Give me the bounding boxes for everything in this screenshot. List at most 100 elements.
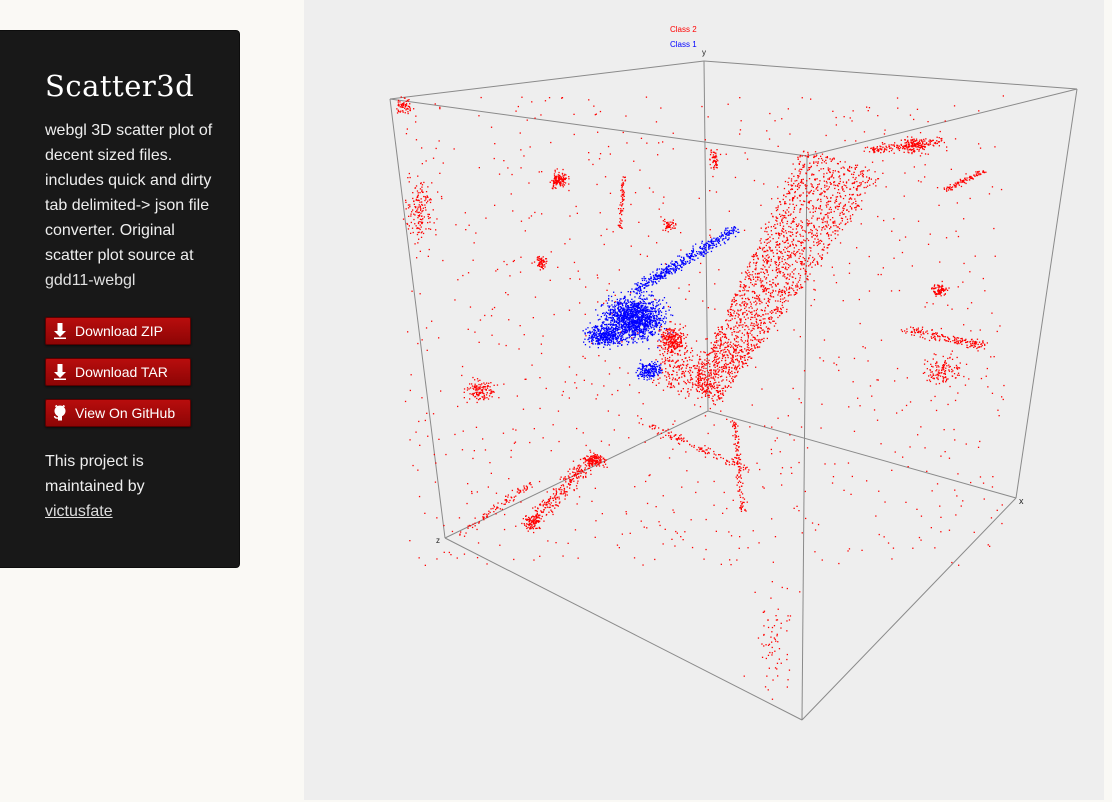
class-2-point — [809, 167, 811, 169]
class-2-point — [592, 163, 594, 166]
class-2-point — [421, 184, 424, 186]
download-tar-button[interactable]: Download TAR — [45, 358, 191, 386]
class-2-point — [425, 191, 428, 193]
class-2-point — [419, 188, 422, 190]
class-2-point — [739, 284, 742, 286]
class-2-point — [763, 337, 765, 340]
class-2-point — [817, 189, 819, 191]
class-2-point — [552, 180, 555, 182]
class-2-point — [714, 376, 717, 378]
class-2-point — [676, 438, 678, 441]
class-2-point — [556, 168, 558, 170]
class-2-point — [954, 338, 956, 341]
class-2-point — [968, 177, 970, 179]
class-2-point — [526, 527, 528, 530]
scatter-plot-canvas[interactable]: x y z Class 2 Class 1 — [304, 0, 1104, 800]
class-2-point — [801, 226, 803, 228]
class-2-point — [910, 326, 912, 328]
class-2-point — [835, 198, 837, 200]
class-2-point — [834, 170, 836, 172]
class-2-point — [791, 231, 793, 234]
class-2-point — [747, 547, 749, 549]
class-2-point — [971, 176, 973, 179]
class-2-point — [606, 466, 608, 468]
class-2-point — [593, 456, 595, 459]
class-2-point — [621, 227, 623, 229]
class-2-point — [826, 156, 828, 158]
class-2-point — [746, 333, 748, 335]
class-2-point — [805, 186, 807, 188]
class-2-point — [961, 339, 964, 341]
class-2-point — [967, 341, 969, 343]
class-2-point — [737, 448, 739, 451]
class-2-point — [505, 495, 507, 497]
class-2-point — [903, 151, 905, 153]
class-2-point — [519, 132, 521, 134]
class-2-point — [938, 145, 940, 147]
class-2-point — [640, 418, 642, 420]
class-2-point — [561, 177, 563, 180]
class-2-point — [771, 426, 773, 428]
class-2-point — [825, 180, 828, 183]
class-2-point — [592, 459, 594, 461]
class-2-point — [771, 269, 774, 272]
class-2-point — [526, 523, 528, 525]
class-2-point — [854, 198, 856, 200]
class-2-point — [592, 464, 594, 466]
class-2-point — [732, 315, 734, 317]
class-2-point — [842, 181, 844, 183]
source-link[interactable]: gdd11-webgl — [45, 272, 136, 289]
scatter-plot-svg[interactable]: x y z Class 2 Class 1 — [304, 0, 1104, 800]
class-2-point — [948, 370, 951, 372]
class-2-point — [847, 170, 850, 172]
view-on-github-button[interactable]: View On GitHub — [45, 399, 191, 427]
class-2-point — [870, 147, 872, 150]
class-2-point — [702, 370, 704, 372]
class-2-point — [760, 271, 762, 273]
class-2-point — [940, 290, 942, 293]
class-2-point — [738, 476, 740, 478]
class-2-point — [619, 212, 621, 215]
class-2-point — [873, 151, 875, 154]
class-2-point — [603, 457, 605, 459]
class-2-point — [778, 310, 780, 313]
class-2-point — [519, 271, 522, 273]
class-2-point — [776, 249, 778, 251]
class-2-point — [722, 393, 724, 395]
class-2-point — [730, 319, 732, 322]
class-2-point — [775, 308, 777, 310]
maintainer-link[interactable]: victusfate — [45, 503, 113, 520]
class-2-point — [827, 203, 829, 206]
class-2-point — [523, 487, 525, 489]
class-2-point — [766, 262, 768, 264]
class-2-point — [777, 309, 779, 311]
class-2-point — [979, 174, 981, 176]
class-2-point — [539, 263, 541, 265]
class-2-point — [777, 268, 779, 270]
class-2-point — [544, 501, 546, 503]
class-2-point — [763, 276, 766, 278]
class-2-point — [769, 292, 772, 294]
class-2-point — [955, 364, 958, 367]
class-2-point — [790, 255, 792, 257]
class-2-point — [577, 471, 579, 473]
class-2-point — [801, 264, 803, 266]
class-2-point — [716, 390, 719, 392]
class-2-point — [983, 170, 985, 173]
class-2-point — [703, 378, 706, 380]
class-2-point — [544, 266, 546, 268]
class-2-point — [746, 343, 748, 346]
class-2-point — [905, 404, 908, 407]
class-2-point — [712, 399, 714, 402]
class-2-point — [960, 185, 963, 188]
download-zip-button[interactable]: Download ZIP — [45, 317, 191, 345]
class-2-point — [938, 371, 940, 373]
class-2-point — [828, 177, 831, 179]
class-2-point — [921, 326, 924, 328]
class-2-point — [896, 97, 899, 99]
class-2-point — [737, 442, 739, 444]
class-2-point — [767, 305, 769, 307]
class-2-point — [955, 514, 957, 516]
class-2-point — [770, 230, 772, 232]
class-2-point — [664, 375, 666, 377]
